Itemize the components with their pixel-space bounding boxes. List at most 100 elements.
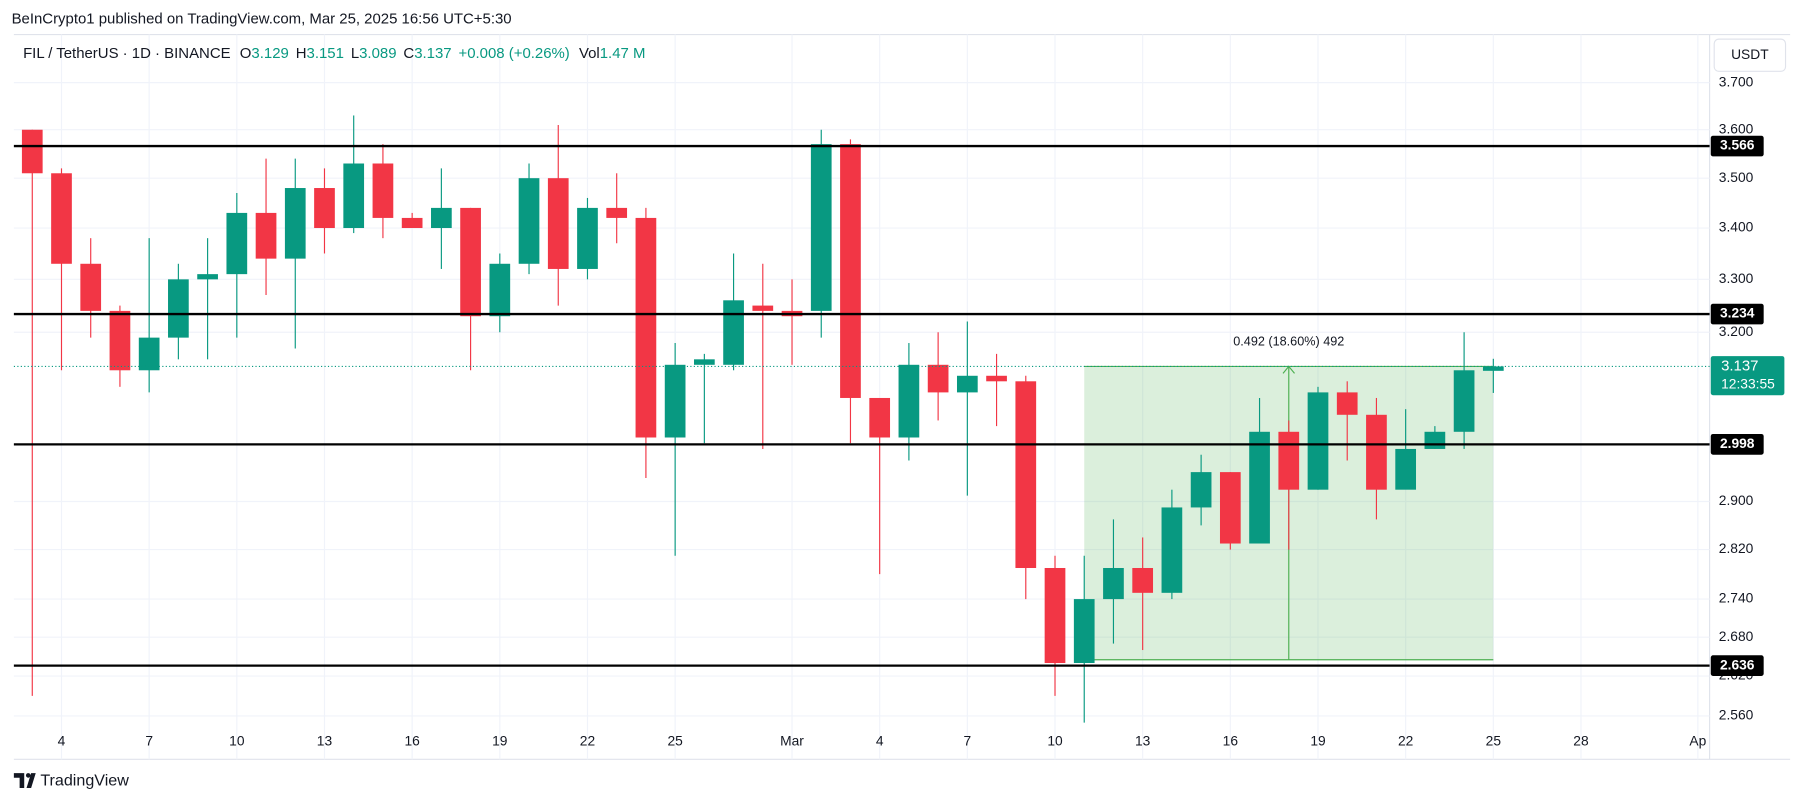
plot: 0.492 (18.60%) 492 (13, 115, 1710, 723)
candle-body (956, 375, 978, 393)
x-tick-label: 25 (667, 734, 683, 749)
candle-body (284, 188, 306, 259)
candle-body (1103, 567, 1124, 600)
grid (13, 34, 1710, 760)
y-tick-label: 2.560 (1719, 708, 1754, 723)
logo-dot (25, 773, 31, 778)
published-note: BeInCrypto1 published on TradingView.com… (12, 11, 512, 28)
axes: 3.700 3.600 3.500 3.400 3.300 3.200 2.900 2.820… (58, 74, 1785, 749)
candle-body (1482, 366, 1504, 371)
level-label: 2.998 (1720, 436, 1755, 451)
level-tag (1710, 303, 1764, 325)
candle-body (314, 188, 335, 229)
candle-body (577, 207, 598, 269)
candle-body (1307, 392, 1329, 490)
candle-body (1161, 507, 1183, 593)
measure-arrowhead (1282, 365, 1295, 374)
y-tick-label: 3.700 (1719, 74, 1754, 89)
candle-body (1190, 472, 1212, 508)
x-tick-label: 13 (1135, 734, 1151, 749)
candle-body (372, 163, 394, 218)
measure-label: 0.492 (18.60%) 492 (1233, 335, 1344, 349)
symbol: FIL / TetherUS · 1D · BINANCE (23, 45, 231, 62)
candle-body (547, 178, 569, 269)
y-tick-label: 3.500 (1719, 170, 1754, 185)
candle-body (460, 207, 481, 317)
price-label: 3.137 (1721, 357, 1758, 374)
y-tick-label: 2.680 (1719, 629, 1754, 644)
legend: FIL / TetherUS · 1D · BINANCE O3.129 H3.15… (23, 45, 645, 62)
candle-body (1453, 370, 1475, 432)
candle-body (168, 279, 189, 338)
y-tick-label: 2.740 (1719, 591, 1754, 606)
candle-body (606, 207, 628, 218)
change: +0.008 (+0.26%) (459, 45, 570, 62)
candle-body (723, 300, 744, 365)
candle-body (1132, 567, 1154, 593)
vol-value: 1.47 M (600, 45, 646, 62)
x-tick-label: 16 (404, 734, 420, 749)
candle-body (401, 217, 423, 229)
x-tick-label: Ap (1689, 734, 1706, 749)
brand-logo: TradingView (13, 771, 129, 789)
candle-body (1424, 431, 1446, 449)
x-tick-label: 4 (58, 734, 66, 749)
candle-body (810, 144, 832, 311)
candle-body (1366, 414, 1387, 490)
x-tick-label: 7 (964, 734, 972, 749)
logo-icon (13, 773, 36, 789)
candle-body (1044, 567, 1066, 664)
candle-body (431, 207, 452, 229)
x-tick-label: Mar (780, 734, 804, 749)
candle-body (109, 310, 131, 371)
candle-body (518, 178, 540, 264)
countdown: 12:33:55 (1721, 376, 1775, 391)
y-tick-label: 3.200 (1719, 324, 1754, 339)
candle-body (840, 144, 861, 398)
level-tag (1710, 434, 1764, 455)
x-tick-label: 10 (229, 734, 245, 749)
y-tick-label: 2.820 (1719, 541, 1754, 556)
x-tick-label: 7 (145, 734, 153, 749)
candle-body (51, 173, 72, 264)
candle-body (1015, 381, 1037, 568)
x-tick-label: 19 (492, 734, 508, 749)
x-tick-label: 28 (1573, 734, 1589, 749)
candle-body (664, 364, 686, 438)
h-label: H (296, 45, 307, 62)
candle-body (1278, 431, 1300, 490)
candle-body (635, 217, 657, 438)
l-value: 3.089 (359, 45, 396, 62)
level-label: 3.234 (1720, 306, 1755, 321)
candle-body (21, 129, 43, 174)
x-tick-label: 13 (317, 734, 333, 749)
currency-button[interactable]: USDT (1713, 38, 1787, 72)
y-tick-label: 3.300 (1719, 271, 1754, 286)
candle-body (694, 359, 715, 365)
currency-label[interactable]: USDT (1731, 47, 1769, 62)
x-tick-label: 22 (580, 734, 595, 749)
candle-body (898, 364, 920, 438)
candle-body (138, 337, 160, 371)
level-label: 3.566 (1720, 138, 1755, 153)
candle-body (255, 212, 277, 259)
candle-body (343, 163, 365, 229)
x-tick-label: 25 (1486, 734, 1502, 749)
c-label: C (403, 45, 414, 62)
candle-body (869, 397, 891, 438)
l-label: L (351, 45, 359, 62)
candle-body (80, 263, 102, 311)
y-tick-label: 3.600 (1719, 121, 1754, 136)
button-frame[interactable] (1713, 38, 1787, 72)
candle-body (1073, 599, 1095, 664)
x-tick-label: 16 (1223, 734, 1239, 749)
h-value: 3.151 (307, 45, 344, 62)
y-tick-label: 2.900 (1719, 493, 1754, 508)
candle-body (927, 364, 949, 393)
candle-body (752, 305, 774, 311)
x-tick-label: 4 (876, 734, 884, 749)
level-tag (1710, 135, 1764, 157)
candle-body (1336, 392, 1358, 415)
x-tick-label: 22 (1398, 734, 1413, 749)
